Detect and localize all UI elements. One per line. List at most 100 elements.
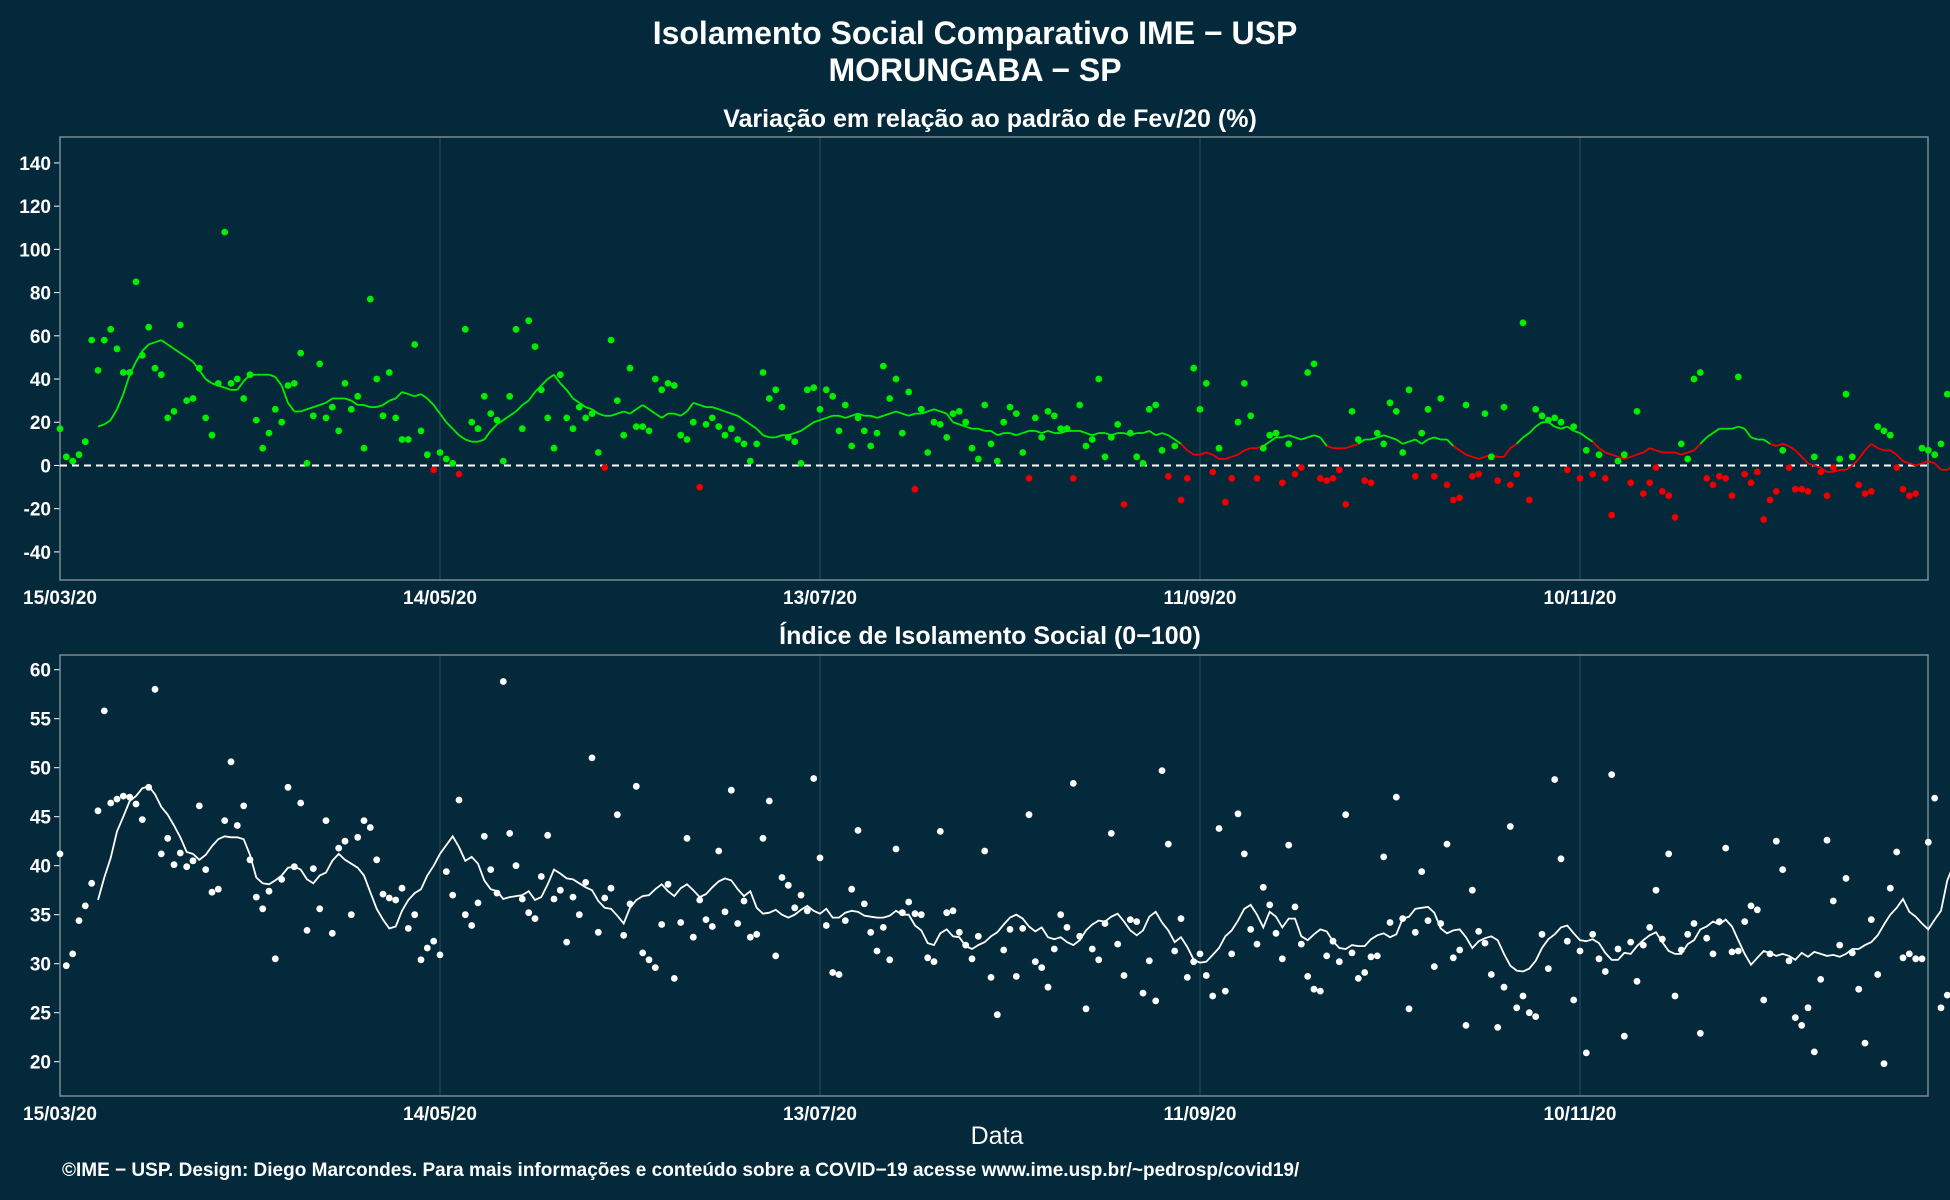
data-point — [1329, 937, 1337, 945]
data-point — [62, 453, 70, 461]
data-point — [1291, 903, 1299, 911]
data-point — [1500, 403, 1508, 411]
data-point — [1114, 421, 1122, 428]
data-point — [1475, 928, 1483, 935]
data-point — [987, 440, 995, 448]
data-point — [1050, 945, 1058, 953]
data-point — [1728, 948, 1736, 956]
data-point — [347, 405, 355, 413]
x-tick-label: 10/11/20 — [1544, 588, 1617, 609]
data-point — [1424, 405, 1432, 413]
data-point — [328, 929, 336, 937]
data-point — [601, 894, 609, 902]
y-tick-label: -20 — [24, 500, 51, 521]
moving-average-segment — [718, 408, 726, 413]
x-tick-label: 13/07/20 — [783, 588, 857, 609]
moving-average-segment — [1434, 436, 1441, 441]
data-point — [905, 898, 913, 906]
data-point — [1437, 395, 1445, 402]
moving-average-segment — [1674, 451, 1682, 456]
data-point — [1639, 490, 1647, 497]
data-point — [664, 880, 672, 888]
moving-average-segment — [1743, 428, 1752, 438]
data-point — [132, 800, 140, 808]
data-point — [1380, 440, 1388, 448]
moving-average-segment — [1769, 443, 1777, 447]
moving-average-segment — [635, 404, 644, 411]
data-point — [1696, 369, 1704, 376]
data-point — [1266, 901, 1274, 909]
data-point — [651, 375, 659, 383]
moving-average-segment — [572, 397, 580, 404]
moving-average-segment — [1592, 441, 1600, 449]
data-point — [404, 925, 412, 932]
moving-average-segment — [1738, 425, 1745, 430]
data-point — [151, 685, 159, 693]
data-point — [145, 323, 153, 331]
data-point — [1329, 475, 1337, 482]
data-point — [873, 429, 881, 437]
data-point — [1367, 479, 1375, 487]
data-point — [962, 418, 970, 426]
moving-average-segment — [1693, 443, 1701, 451]
data-point — [81, 438, 89, 446]
moving-average-segment — [756, 428, 764, 436]
moving-average-segment — [1528, 425, 1537, 434]
moving-average-segment — [921, 410, 928, 415]
data-point — [1810, 1048, 1818, 1056]
data-point — [208, 431, 216, 439]
data-point — [157, 371, 165, 379]
data-point — [1278, 955, 1286, 963]
moving-average-segment — [236, 380, 245, 391]
moving-average-segment — [148, 341, 156, 346]
data-point — [1076, 932, 1084, 940]
data-point — [924, 954, 932, 962]
moving-average-segment — [553, 374, 562, 384]
data-point — [1772, 488, 1780, 495]
moving-average-segment — [902, 412, 909, 417]
data-point — [1652, 886, 1660, 894]
data-point — [1272, 429, 1280, 437]
data-point — [1487, 971, 1495, 978]
data-point — [930, 418, 938, 426]
data-point — [75, 917, 83, 924]
moving-average-segment — [122, 374, 131, 395]
moving-average-segment — [908, 412, 916, 417]
data-point — [886, 395, 894, 402]
data-point — [1107, 830, 1115, 837]
data-point — [620, 431, 628, 439]
data-point — [1690, 375, 1698, 383]
data-point — [1652, 464, 1660, 471]
data-point — [702, 916, 710, 923]
moving-average-segment — [1269, 436, 1277, 443]
data-point — [1703, 934, 1711, 942]
data-point — [1443, 481, 1451, 489]
moving-average-segment — [1763, 438, 1771, 445]
data-point — [1392, 408, 1400, 415]
moving-average-segment — [1624, 455, 1631, 460]
data-point — [1348, 949, 1356, 957]
data-point — [1373, 429, 1381, 437]
data-point — [278, 418, 286, 426]
moving-average-segment — [1009, 432, 1017, 437]
data-point — [1677, 946, 1685, 954]
data-point — [772, 386, 780, 394]
data-point — [1253, 940, 1261, 948]
data-point — [88, 879, 96, 887]
data-point — [1646, 924, 1654, 931]
data-point — [1924, 446, 1932, 454]
data-point — [1817, 976, 1825, 983]
moving-average-segment — [654, 412, 663, 419]
data-point — [138, 816, 146, 823]
data-point — [1247, 412, 1255, 420]
moving-average-segment — [1212, 453, 1220, 460]
data-point — [955, 928, 963, 936]
data-point — [1082, 1005, 1090, 1013]
data-point — [1677, 440, 1685, 448]
data-point — [1050, 412, 1058, 420]
moving-average-segment — [642, 404, 650, 411]
data-point — [1899, 954, 1907, 962]
data-point — [1861, 490, 1869, 497]
panel1-title: Variação em relação ao padrão de Fev/20 … — [723, 105, 1257, 133]
